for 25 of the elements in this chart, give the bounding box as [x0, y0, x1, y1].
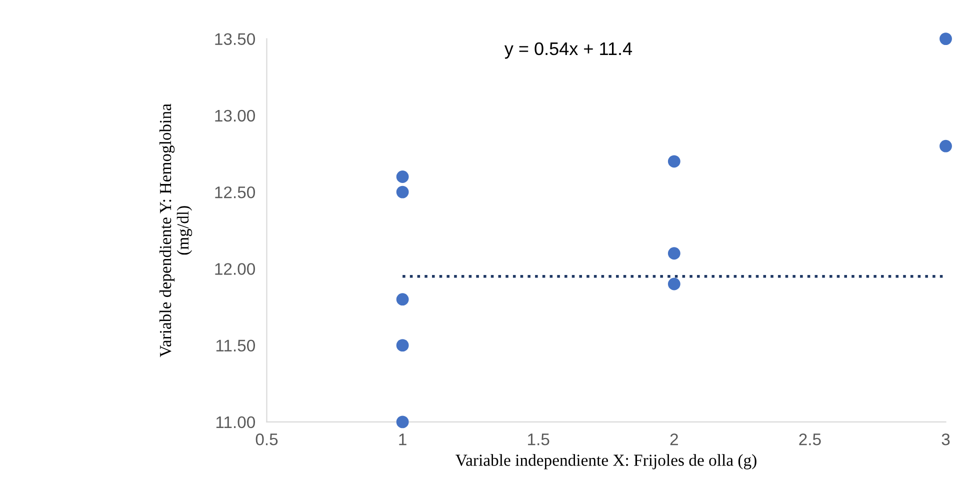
point [668, 155, 680, 168]
y-tick-label: 11.00 [216, 416, 255, 428]
annotation: y = 0.54x + 11.4 [504, 42, 632, 59]
point [396, 416, 409, 428]
y-tick-label: 13.00 [215, 110, 255, 122]
x-tick-label: 0.5 [256, 434, 278, 446]
y-axis-title: Variable dependiente Y: Hemoglobina (mg/dl) [159, 104, 192, 358]
x-tick-label: 2.5 [799, 434, 821, 446]
x-axis-title: Variable independiente X: Frijoles de olla (g) [456, 454, 756, 470]
point [396, 186, 409, 198]
x-tick-label: 3 [942, 434, 950, 446]
x-tick-label: 1.5 [528, 434, 550, 446]
x-tick-label: 1 [399, 434, 406, 446]
point [940, 140, 952, 152]
y-tick-label: 12.00 [215, 263, 255, 275]
y-tick-label: 11.50 [216, 340, 255, 352]
y-tick-label: 12.50 [215, 186, 255, 198]
point [668, 247, 680, 260]
point [396, 339, 409, 352]
point [940, 32, 952, 46]
y-tick-label: 13.50 [215, 33, 255, 46]
x-tick-label: 2 [670, 434, 678, 446]
point [668, 278, 680, 290]
point [396, 293, 409, 306]
point [396, 170, 409, 183]
